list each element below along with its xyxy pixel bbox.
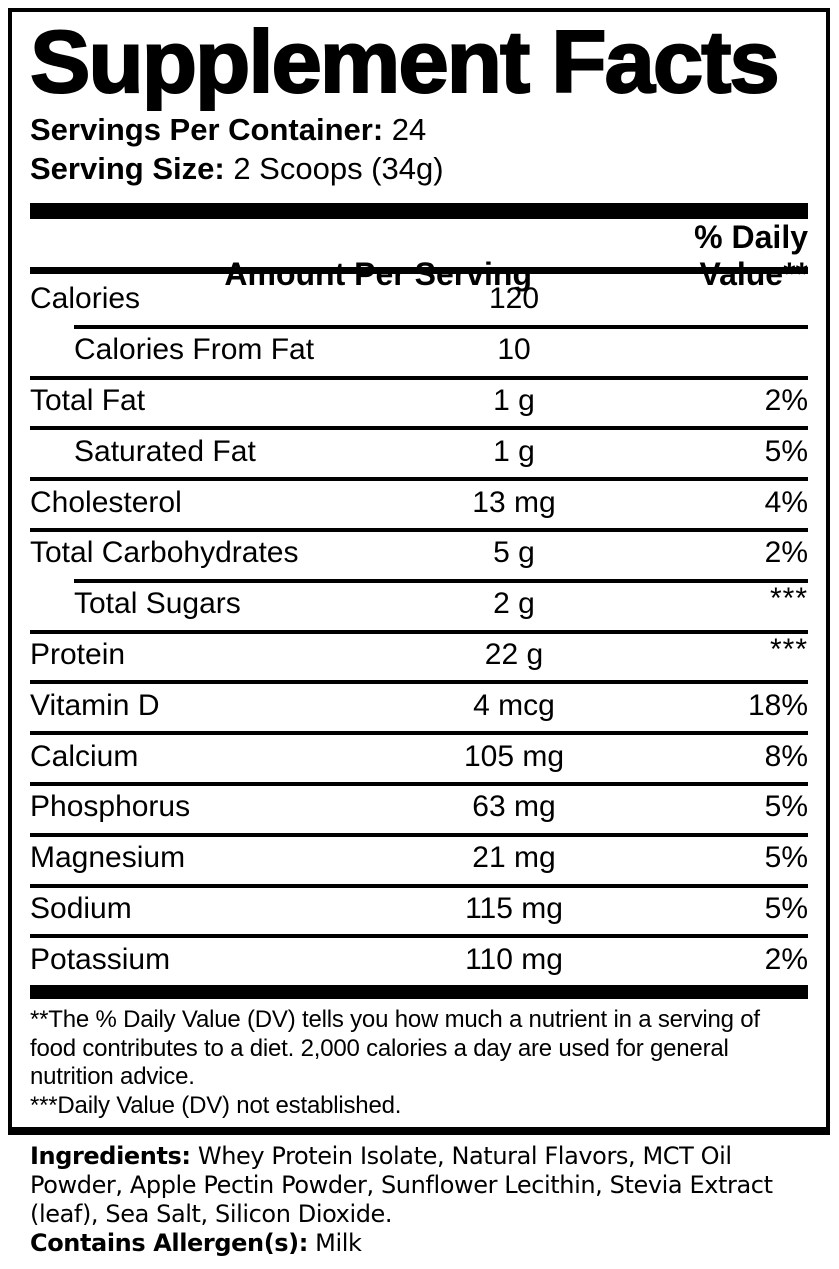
nutrient-name: Calories	[30, 282, 141, 316]
nutrient-name: Calories From Fat	[74, 333, 315, 367]
nutrient-name: Protein	[30, 637, 126, 671]
nutrient-daily-value: ***	[769, 632, 808, 666]
nutrient-row: Protein 22 g ***	[30, 629, 808, 681]
page-title: Supplement Facts	[29, 12, 781, 111]
nutrient-row: Saturated Fat 1 g 5%	[30, 426, 808, 477]
nutrient-row: Total Carbohydrates 5 g 2%	[30, 527, 808, 579]
nutrient-row: Calories From Fat 10	[30, 324, 808, 376]
ingredients-line: Ingredients: Whey Protein Isolate, Natur…	[30, 1142, 816, 1229]
nutrient-row: Phosphorus 63 mg 5%	[30, 781, 808, 833]
ingredients-label: Ingredients:	[30, 1142, 191, 1170]
ingredients-value: Whey Protein Isolate, Natural Flavors, M…	[30, 1142, 773, 1228]
nutrient-amount: 10	[497, 333, 531, 367]
nutrient-row: Calories 120	[30, 274, 808, 325]
allergen-label: Contains Allergen(s):	[30, 1229, 308, 1257]
nutrient-name: Total Fat	[30, 383, 146, 417]
nutrient-name: Calcium	[30, 739, 139, 773]
nutrient-amount: 22 g	[484, 637, 544, 671]
ingredients-section: Ingredients: Whey Protein Isolate, Natur…	[30, 1142, 816, 1258]
nutrient-daily-value: 5%	[764, 841, 808, 875]
nutrient-daily-value: 2%	[764, 942, 808, 976]
nutrient-daily-value: 4%	[764, 485, 808, 519]
nutrient-name: Magnesium	[30, 841, 186, 875]
nutrient-amount: 1 g	[493, 383, 535, 417]
nutrient-name: Total Sugars	[74, 587, 241, 621]
serving-size-value: 2 Scoops (34g)	[233, 151, 444, 186]
header-rule	[30, 267, 808, 274]
nutrient-amount: 5 g	[493, 536, 535, 570]
divider-bar-top	[30, 203, 808, 219]
nutrient-name: Vitamin D	[30, 688, 160, 722]
nutrient-rows: Calories 120 Calories From Fat 10 Total …	[30, 274, 808, 985]
nutrient-name: Cholesterol	[30, 485, 182, 519]
amount-per-serving-header: Amount Per Serving	[224, 256, 532, 292]
nutrient-amount: 4 mcg	[473, 688, 555, 722]
allergen-line: Contains Allergen(s): Milk	[30, 1229, 816, 1258]
supplement-facts-panel: Supplement Facts Servings Per Container:…	[8, 8, 830, 1135]
nutrient-amount: 13 mg	[472, 485, 556, 519]
nutrient-amount: 63 mg	[472, 790, 556, 824]
nutrient-name: Saturated Fat	[74, 434, 256, 468]
footnotes: **The % Daily Value (DV) tells you how m…	[30, 1006, 808, 1120]
dv-not-established-footnote: ***Daily Value (DV) not established.	[30, 1091, 402, 1119]
serving-size: Serving Size: 2 Scoops (34g)	[30, 149, 808, 188]
servings-per-container: Servings Per Container: 24	[30, 110, 808, 149]
nutrient-amount: 21 mg	[472, 841, 556, 875]
servings-label: Servings Per Container:	[30, 112, 384, 147]
nutrient-name: Potassium	[30, 942, 171, 976]
nutrient-daily-value: 18%	[747, 688, 808, 722]
nutrient-name: Sodium	[30, 891, 132, 925]
nutrient-row: Total Fat 1 g 2%	[30, 375, 808, 427]
nutrient-daily-value: 8%	[764, 739, 808, 773]
nutrient-row: Calcium 105 mg 8%	[30, 731, 808, 782]
divider-bar-bottom	[30, 985, 808, 1000]
nutrient-amount: 105 mg	[463, 739, 565, 773]
nutrient-amount: 1 g	[493, 434, 535, 468]
nutrient-amount: 120	[488, 282, 540, 316]
nutrient-daily-value: ***	[769, 582, 808, 616]
nutrient-row: Magnesium 21 mg 5%	[30, 832, 808, 884]
nutrient-daily-value: 5%	[764, 790, 808, 824]
nutrient-daily-value: 2%	[764, 383, 808, 417]
nutrient-name: Phosphorus	[30, 790, 191, 824]
nutrient-row: Potassium 110 mg 2%	[30, 934, 808, 985]
nutrient-row: Sodium 115 mg 5%	[30, 883, 808, 935]
servings-value: 24	[391, 112, 427, 147]
serving-size-label: Serving Size:	[30, 151, 225, 186]
table-header-row: Amount Per Serving % Daily Value**	[30, 219, 808, 292]
nutrient-daily-value: 5%	[764, 891, 808, 925]
nutrient-name: Total Carbohydrates	[30, 536, 299, 570]
nutrient-row: Vitamin D 4 mcg 18%	[30, 680, 808, 731]
allergen-value: Milk	[315, 1229, 362, 1257]
nutrient-row: Total Sugars 2 g ***	[30, 578, 808, 630]
nutrient-amount: 115 mg	[465, 891, 563, 925]
nutrient-amount: 110 mg	[465, 942, 563, 976]
daily-value-footnote: **The % Daily Value (DV) tells you how m…	[30, 1006, 760, 1091]
nutrient-amount: 2 g	[493, 587, 535, 621]
nutrient-row: Cholesterol 13 mg 4%	[30, 477, 808, 528]
nutrient-daily-value: 5%	[764, 434, 808, 468]
nutrient-daily-value: 2%	[764, 536, 808, 570]
daily-value-header: % Daily Value**	[694, 219, 808, 292]
